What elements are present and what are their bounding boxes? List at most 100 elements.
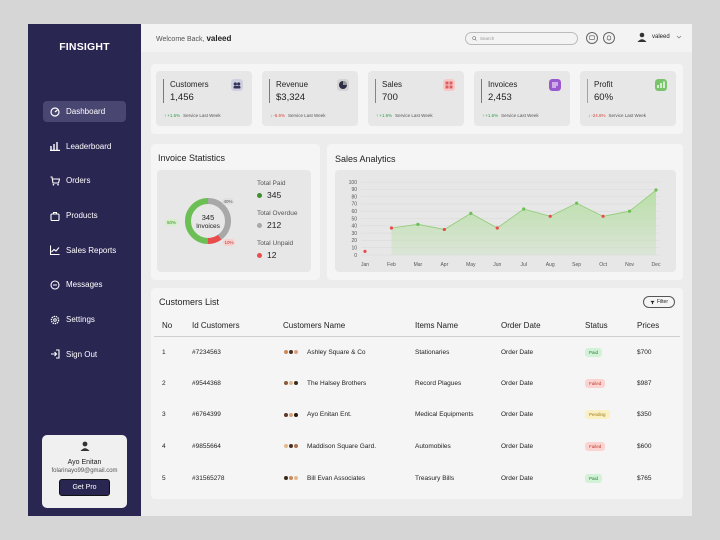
y-tick-label: 90: [351, 187, 357, 193]
cell-status: Failed: [577, 368, 629, 400]
legend-total-overdue: Total Overdue 212: [257, 210, 297, 230]
sidebar-item-sign-out[interactable]: Sign Out: [43, 344, 126, 365]
sidebar-item-settings[interactable]: Settings: [43, 309, 126, 330]
cell-no: 4: [162, 443, 166, 451]
message-icon: [50, 280, 60, 290]
avatar: [293, 474, 299, 481]
sales-point: [389, 226, 394, 230]
sales-point: [601, 214, 605, 218]
stat-footer: ↓ -5.6% Service Last Week: [270, 113, 325, 118]
cell-name: Maddison Square Gard.: [275, 431, 407, 463]
trend-arrow-icon: ↑: [164, 113, 167, 118]
sales-point: [363, 249, 367, 253]
cell-name: The Halsey Brothers: [275, 368, 407, 400]
app-window: FINSIGHT Dashboard Leaderboard Orders Pr…: [28, 24, 692, 516]
stat-change: +1.6%: [379, 113, 393, 118]
customer-name: Ayo Enitan Ent.: [307, 411, 352, 419]
cell-id: #9855664: [192, 443, 221, 451]
table-row[interactable]: 4 #9855664 Maddison Square Gard. Automobile…: [154, 431, 680, 463]
filter-icon: [650, 300, 655, 304]
search-input[interactable]: Search: [465, 32, 578, 45]
search-placeholder: Search: [480, 36, 495, 41]
y-tick-label: 10: [351, 246, 357, 252]
column-header: Id Customers: [184, 316, 275, 337]
cell-id: #7234563: [192, 348, 221, 356]
table-row[interactable]: 1 #7234563 Ashley Square & Co Stationaries O…: [154, 336, 680, 368]
stat-accent-bar: [375, 79, 376, 103]
y-tick-label: 20: [351, 238, 357, 244]
stat-accent-bar: [587, 79, 588, 103]
stat-label: Profit: [594, 80, 613, 89]
stat-label: Invoices: [488, 80, 518, 89]
notifications-button[interactable]: [603, 32, 615, 44]
sales-point: [548, 214, 552, 218]
sales-point: [575, 201, 579, 205]
stat-card-revenue: Revenue $3,324 ↓ -5.6% Service Last Week: [262, 71, 358, 126]
column-header: Order Date: [493, 316, 577, 337]
chevron-down-icon: [676, 35, 681, 39]
table-row[interactable]: 3 #6764399 Ayo Enitan Ent. Medical Equipmen…: [154, 399, 680, 431]
messages-button[interactable]: [586, 32, 598, 44]
cell-price: $350: [637, 411, 652, 419]
stat-value: 60%: [594, 92, 614, 103]
legend-dot: [257, 252, 262, 258]
x-tick-label: Feb: [387, 262, 396, 268]
cart-icon: [50, 176, 60, 186]
cell-no: 3: [162, 411, 166, 419]
sales-point: [654, 188, 658, 192]
donut-percent-label: 40%: [223, 199, 232, 204]
donut-pill: [222, 198, 234, 205]
donut-segment: [185, 198, 231, 244]
table-header-row: No Id Customers Customers Name Items Nam…: [154, 316, 680, 337]
chat-icon: [589, 35, 595, 40]
sidebar-item-label: Messages: [66, 280, 103, 290]
sidebar-item-label: Settings: [66, 315, 95, 325]
sidebar-item-sales-reports[interactable]: Sales Reports: [43, 240, 126, 261]
stat-card-sales: Sales 700 ↑ +1.6% Service Last Week: [368, 71, 464, 126]
sidebar-item-dashboard[interactable]: Dashboard: [43, 101, 126, 122]
customer-name: The Halsey Brothers: [307, 379, 367, 387]
trend-arrow-icon: ↑: [482, 113, 485, 118]
y-tick-label: 0: [354, 253, 357, 259]
stat-label: Revenue: [276, 80, 309, 89]
dashboard-icon: [50, 106, 60, 117]
cell-no: 2: [162, 379, 166, 387]
table-row[interactable]: 5 #31565278 Bill Evan Associates Treasury B…: [154, 462, 680, 494]
sign-out-icon: [51, 349, 60, 359]
avatar-group: [283, 380, 299, 387]
cell-status: Pending: [577, 399, 629, 431]
sidebar-item-products[interactable]: Products: [43, 205, 126, 226]
sidebar-item-label: Sign Out: [66, 349, 98, 359]
cell-no: 5: [162, 474, 166, 482]
x-tick-label: Jun: [493, 262, 501, 268]
user-name: valeed: [652, 34, 670, 40]
sidebar-item-leaderboard[interactable]: Leaderboard: [43, 136, 126, 157]
invoice-card: 50% 40% 10% 345 Invoices Total Paid 345 Tota…: [157, 170, 311, 272]
cell-name: Ayo Enitan Ent.: [275, 399, 407, 431]
column-header: Customers Name: [275, 316, 407, 337]
y-tick-label: 80: [351, 194, 357, 200]
sidebar: FINSIGHT Dashboard Leaderboard Orders Pr…: [28, 24, 141, 516]
table-row[interactable]: 2 #9544368 The Halsey Brothers Record Plagu…: [154, 368, 680, 400]
legend-value: 12: [267, 250, 277, 260]
cell-no: 1: [162, 348, 166, 356]
donut-pill: [165, 219, 178, 226]
get-pro-button[interactable]: Get Pro: [59, 479, 110, 496]
sales-point: [522, 207, 526, 211]
invoice-statistics-title: Invoice Statistics: [158, 153, 226, 163]
sidebar-item-messages[interactable]: Messages: [43, 274, 126, 295]
donut-center-value: 345: [202, 213, 215, 222]
cell-item: Treasury Bills: [415, 474, 455, 482]
stat-accent-bar: [481, 79, 482, 103]
cell-item: Stationaries: [415, 348, 450, 356]
user-menu[interactable]: valeed: [637, 32, 687, 42]
avatar-group: [283, 411, 299, 418]
cell-status: Paid: [577, 462, 629, 494]
sidebar-item-orders[interactable]: Orders: [43, 170, 126, 191]
avatar: [293, 348, 299, 355]
filter-button[interactable]: Filter: [642, 296, 675, 308]
stat-change: -5.6%: [273, 113, 286, 118]
legend-value: 212: [267, 220, 282, 230]
stat-footer: ↑ +1.6% Service Last Week: [376, 113, 433, 118]
stat-value: 2,453: [488, 92, 512, 103]
